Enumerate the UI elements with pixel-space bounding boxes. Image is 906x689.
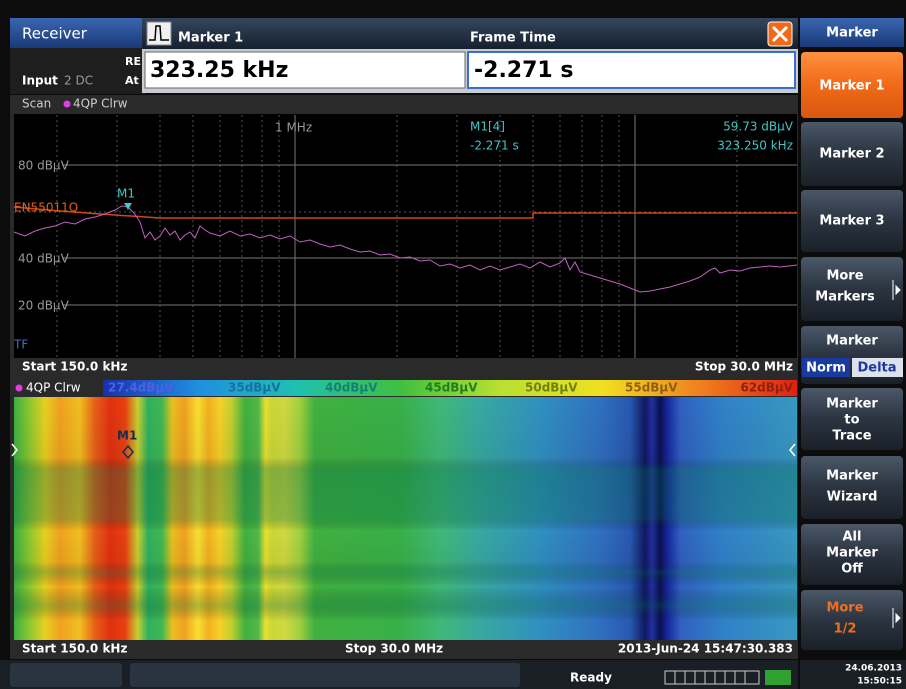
- transducer-label: TF: [13, 338, 28, 352]
- date: 24.06.2013: [845, 664, 902, 674]
- softkey-marker-3[interactable]: [801, 190, 903, 252]
- softkey-header: [800, 18, 904, 47]
- time-field[interactable]: [467, 51, 796, 89]
- frequency-value: 323.25 kHz: [150, 58, 288, 83]
- softkey-label: Trace: [832, 429, 871, 444]
- softkey-marker-to-trace[interactable]: [801, 388, 903, 450]
- marker-symbol: [122, 444, 134, 460]
- marker-name: M1[4]: [470, 120, 505, 134]
- softkey-label: Marker 2: [819, 147, 884, 162]
- stop-label: Stop 30.0 MHz: [345, 642, 443, 656]
- scale-label: 45dBµV: [425, 381, 478, 395]
- marker-time: -2.271 s: [470, 139, 519, 153]
- status-segment: [130, 663, 520, 687]
- marker-label: M1: [117, 429, 137, 443]
- marker-label: M1: [117, 187, 135, 201]
- input-label: Input: [22, 74, 58, 88]
- title-bar: [10, 18, 145, 48]
- marker-level: 59.73 dBµV: [723, 120, 794, 134]
- trace-dot: [63, 100, 71, 108]
- close-icon: [771, 25, 789, 43]
- spectrogram-bands: [14, 397, 797, 640]
- trace-dot: [15, 384, 23, 392]
- status-segment: [10, 663, 122, 687]
- trace: [13, 205, 798, 293]
- title-panel: [10, 48, 145, 94]
- marker-icon-shape: [149, 25, 169, 41]
- scale-label: 55dBµV: [625, 381, 678, 395]
- trace-label: 4QP Clrw: [26, 381, 81, 395]
- left-arrow: [11, 443, 18, 457]
- time-value: -2.271 s: [474, 58, 573, 83]
- softkey-all-marker-off[interactable]: [801, 524, 903, 585]
- option-delta[interactable]: [852, 358, 903, 377]
- clock-panel: [800, 660, 906, 689]
- softkey-label: Wizard: [827, 490, 878, 505]
- softkey-label: Marker: [826, 397, 878, 412]
- remote-icon: [765, 670, 791, 685]
- trace-label: 4QP Clrw: [73, 97, 128, 111]
- limit-label: EN55011Q: [14, 201, 78, 215]
- scale-label: 35dBµV: [228, 381, 281, 395]
- submenu-arrow: [892, 608, 901, 628]
- scale-label: 62dBµV: [740, 381, 793, 395]
- column-label: Frame Time: [470, 31, 556, 46]
- right-arrow: [789, 443, 796, 457]
- start-label: Start 150.0 kHz: [22, 360, 127, 374]
- option-label: Norm: [806, 361, 846, 376]
- softkey-label: All: [843, 530, 862, 545]
- scale-label: 27.4dBµV: [108, 381, 174, 395]
- softkey-label: Marker: [826, 546, 878, 561]
- softkey-label: Marker: [826, 334, 878, 349]
- progress-bar: [664, 670, 760, 685]
- timestamp: 2013-Jun-24 15:47:30.383: [618, 642, 793, 656]
- scale-label: 50dBµV: [525, 381, 578, 395]
- submenu-arrow: [892, 280, 901, 300]
- progress-ticks: [674, 671, 746, 684]
- softkey-label: Marker: [826, 469, 878, 484]
- softkey-label: More: [826, 601, 863, 616]
- option-norm[interactable]: [802, 358, 850, 377]
- dialog-bar: [142, 18, 798, 49]
- stop-label: Stop 30.0 MHz: [695, 360, 793, 374]
- marker-frequency: 323.250 kHz: [717, 139, 793, 153]
- spectrum-plot: [14, 114, 797, 358]
- marker-symbol: [124, 203, 132, 210]
- softkey-label: Marker 1: [819, 79, 884, 94]
- softkey-header-text: Marker: [826, 26, 878, 41]
- softkey-label: More: [826, 269, 863, 284]
- ref-label: RE: [125, 55, 141, 68]
- status-text: Ready: [570, 671, 612, 685]
- softkey-label: Markers: [815, 290, 875, 305]
- softkey-label: Marker 3: [819, 214, 884, 229]
- softkey-label: 1/2: [834, 622, 857, 637]
- level-label: 20 dBµV: [18, 299, 70, 313]
- trace-header: Scan: [22, 97, 51, 111]
- softkey-label: Off: [841, 562, 863, 577]
- softkey-label: to: [844, 413, 859, 428]
- softkey-marker-1[interactable]: [801, 52, 903, 118]
- color-scale: [103, 380, 797, 396]
- softkey-more-markers[interactable]: [801, 257, 903, 321]
- dialog-title: Marker 1: [178, 31, 243, 46]
- scale-label: 40dBµV: [325, 381, 378, 395]
- level-label: 40 dBµV: [18, 252, 70, 266]
- time: 15:50:15: [857, 677, 902, 687]
- softkey-marker-2[interactable]: [801, 122, 903, 186]
- softkey-more[interactable]: [801, 590, 903, 650]
- softkey-marker-wizard[interactable]: [801, 456, 903, 519]
- frequency-field[interactable]: [144, 51, 466, 89]
- start-label: Start 150.0 kHz: [22, 642, 127, 656]
- input-value: 2 DC: [64, 74, 93, 88]
- frequency-label: 1 MHz: [275, 121, 312, 135]
- limit-line: [13, 206, 797, 219]
- title: Receiver: [22, 25, 88, 43]
- option-label: Delta: [857, 361, 896, 376]
- att-label: At: [125, 74, 139, 87]
- level-label: 80 dBµV: [18, 159, 70, 173]
